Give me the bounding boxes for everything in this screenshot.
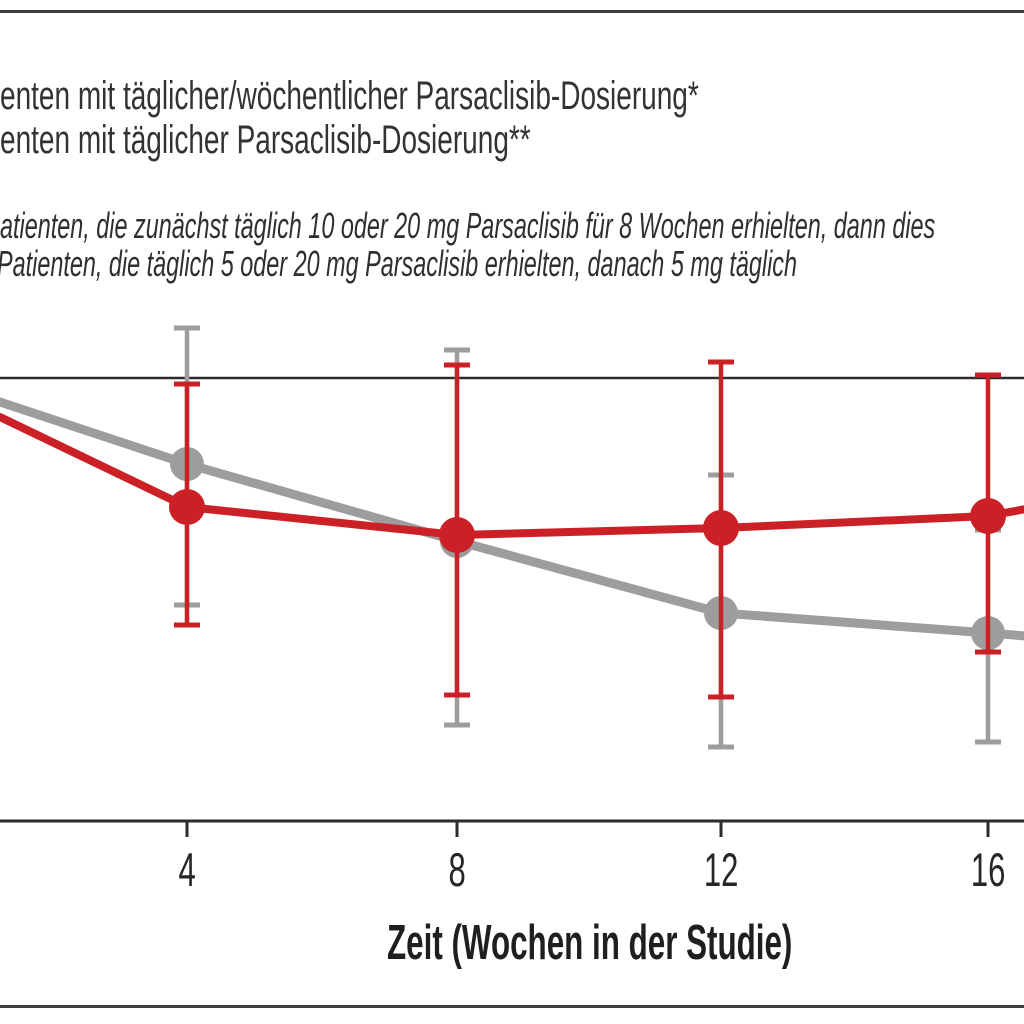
footnote-2-text: Patienten, die täglich 5 oder 20 mg Pars…: [0, 243, 797, 284]
data-point-week-16: [970, 498, 1006, 534]
data-point-week-4: [169, 489, 205, 525]
bottom-border: [0, 1005, 1024, 1008]
x-tick-label-12: 12: [703, 843, 739, 896]
legend-entry-1: enten mit täglicher/wöchentlicher Parsac…: [0, 74, 1024, 118]
legend: enten mit täglicher/wöchentlicher Parsac…: [0, 74, 1024, 162]
series-line: [0, 413, 1024, 539]
legend-entry-2: enten mit täglicher Parsaclisib-Dosierun…: [0, 118, 1024, 162]
legend-entry-1-label: enten mit täglicher/wöchentlicher Parsac…: [0, 74, 699, 118]
footnote-2: Patienten, die täglich 5 oder 20 mg Pars…: [0, 245, 1024, 283]
data-point-week-8: [439, 517, 475, 553]
footnote-1-text: atienten, die zunächst täglich 10 oder 2…: [0, 205, 936, 246]
x-axis-title-text: Zeit (Wochen in der Studie): [387, 916, 793, 970]
x-tick-label-4: 4: [178, 843, 196, 896]
footnotes: atienten, die zunächst täglich 10 oder 2…: [0, 207, 1024, 283]
x-tick-label-16: 16: [970, 843, 1006, 896]
x-axis-title: Zeit (Wochen in der Studie): [160, 918, 1020, 968]
legend-entry-2-label: enten mit täglicher Parsaclisib-Dosierun…: [0, 118, 531, 162]
x-tick-label-8: 8: [448, 843, 466, 896]
top-border: [0, 10, 1024, 13]
footnote-1: atienten, die zunächst täglich 10 oder 2…: [0, 207, 1024, 245]
data-point-week-12: [703, 510, 739, 546]
